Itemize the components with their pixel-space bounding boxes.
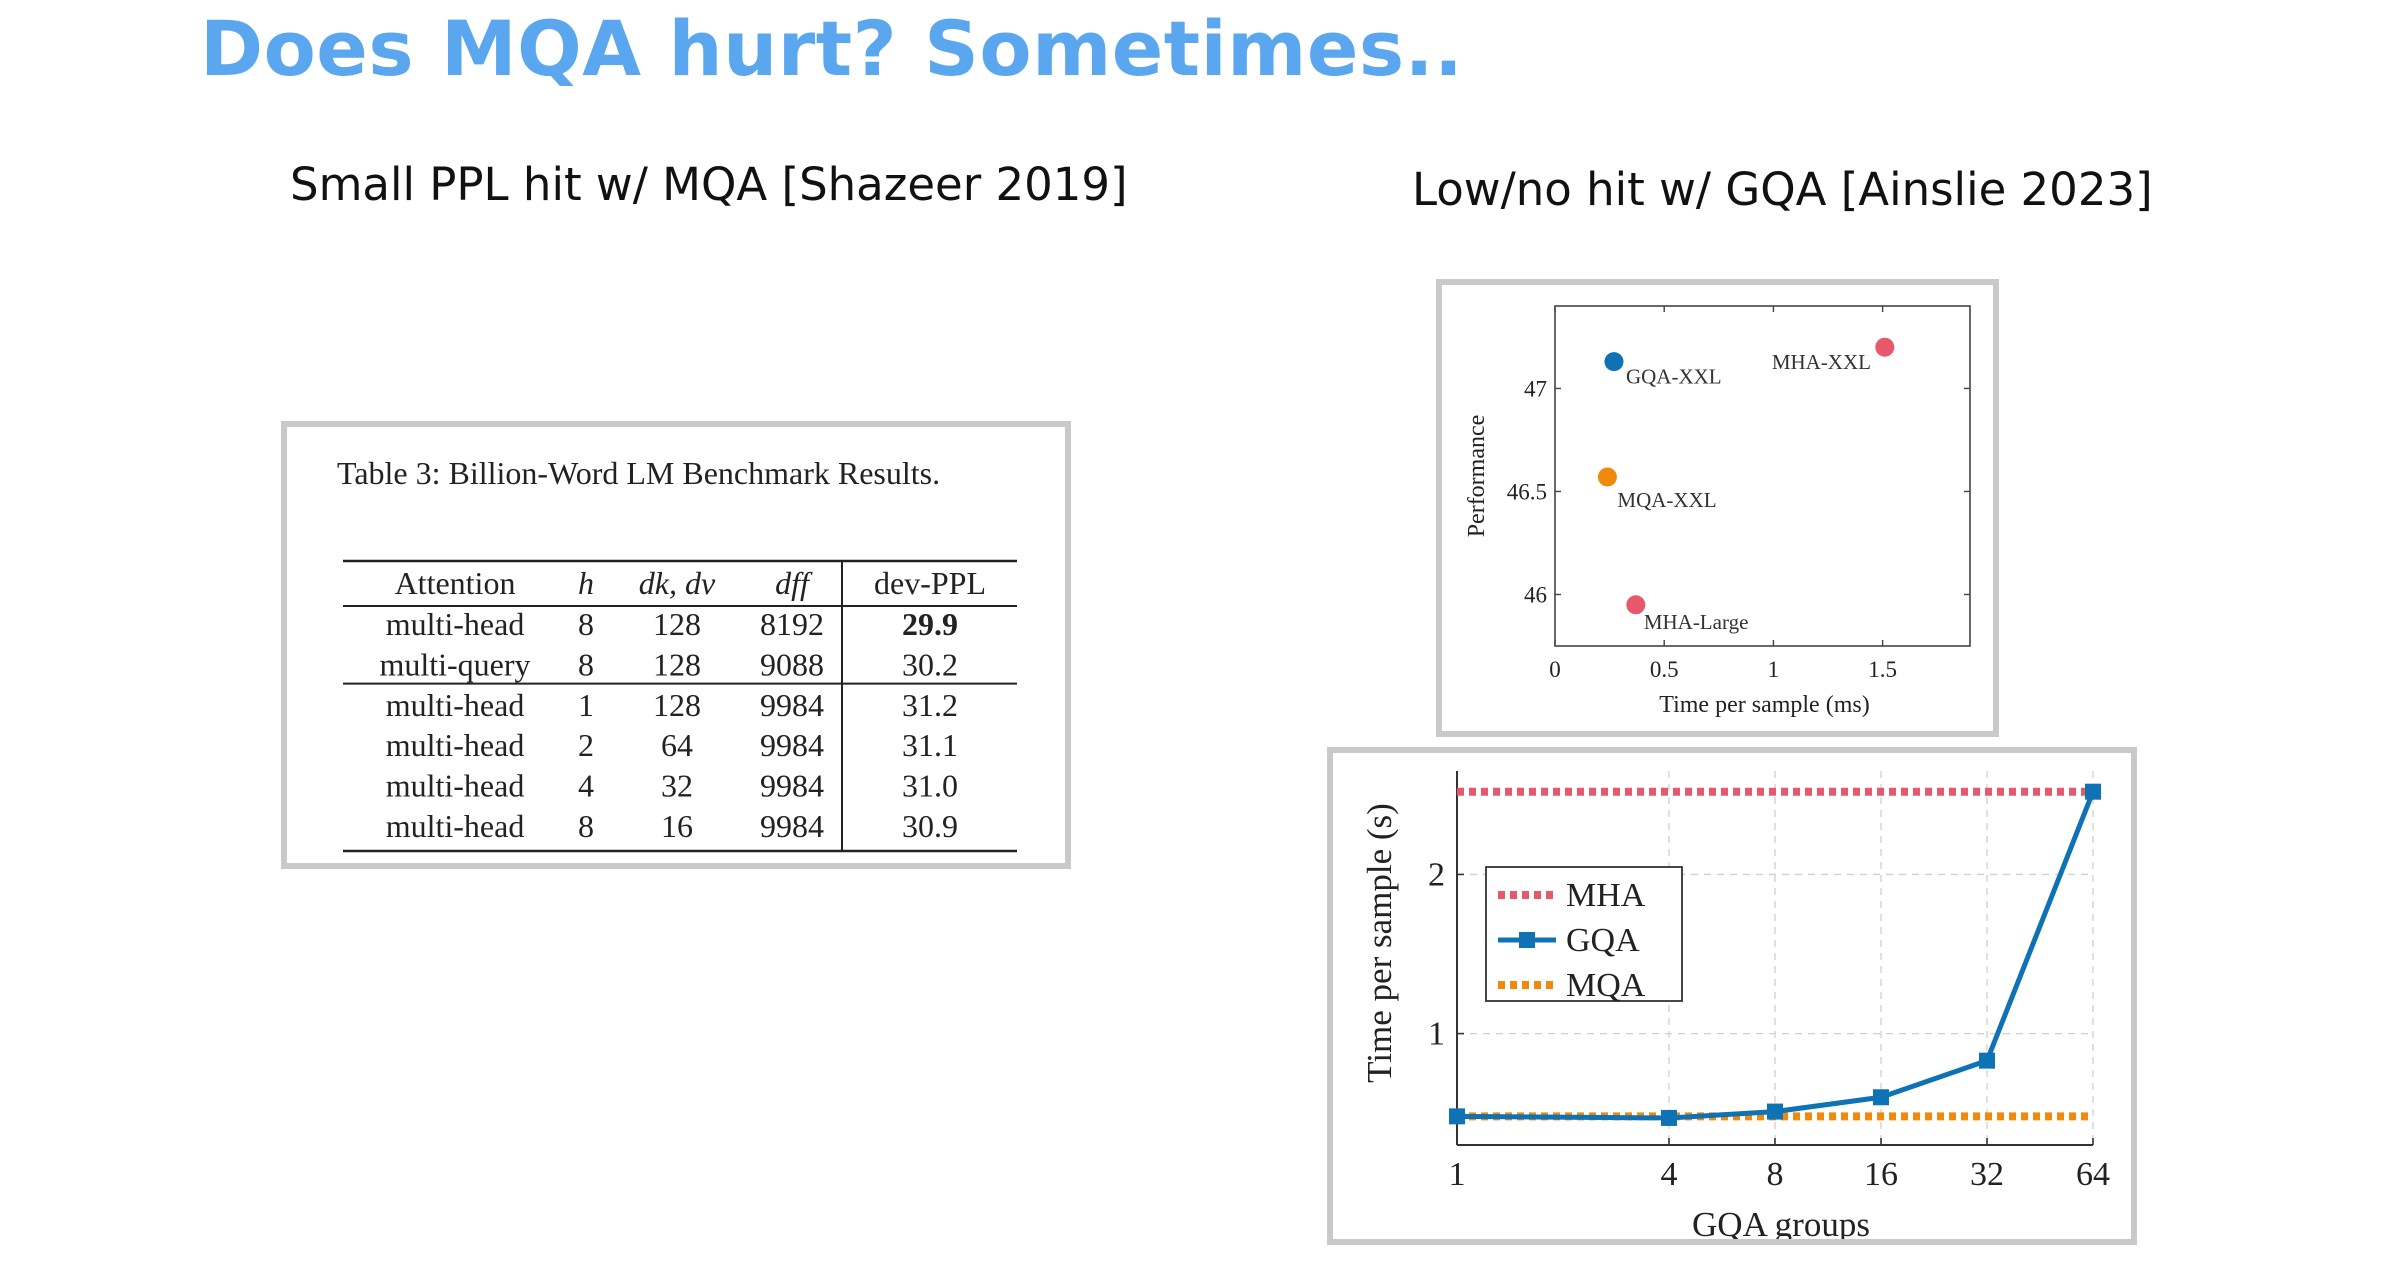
table-figure: Table 3: Billion-Word LM Benchmark Resul… bbox=[281, 421, 1071, 869]
line-xtick-label: 64 bbox=[2076, 1156, 2110, 1193]
line-ytick-label: 2 bbox=[1428, 856, 1445, 893]
series-gqa-marker bbox=[1979, 1052, 1995, 1069]
subtitle-right: Low/no hit w/ GQA [Ainslie 2023] bbox=[1412, 163, 2153, 216]
table-cell: multi-head bbox=[386, 727, 525, 763]
table-cell: 128 bbox=[653, 687, 701, 723]
scatter-point-label: MHA-XXL bbox=[1772, 350, 1871, 374]
series-gqa-line bbox=[1456, 790, 2096, 1121]
table-cell: multi-head bbox=[386, 687, 525, 723]
scatter-point-label: MHA-Large bbox=[1644, 610, 1749, 634]
table-header-cell: Attention bbox=[395, 565, 516, 601]
scatter-xtick-label: 0 bbox=[1549, 657, 1561, 682]
table-cell: multi-head bbox=[386, 808, 525, 844]
series-gqa-marker bbox=[2085, 783, 2101, 800]
scatter-point bbox=[1597, 467, 1617, 487]
table-cell: 9984 bbox=[760, 808, 824, 844]
scatter-point-label: MQA-XXL bbox=[1617, 488, 1716, 512]
line-legend-box bbox=[1485, 866, 1683, 1002]
table-cell: 30.9 bbox=[902, 808, 958, 844]
slide-title: Does MQA hurt? Sometimes.. bbox=[200, 4, 1464, 93]
scatter-xlabel: Time per sample (ms) bbox=[1659, 692, 1869, 718]
line-xtick-label: 8 bbox=[1767, 1156, 1784, 1193]
scatter-xtick-label: 0.5 bbox=[1650, 657, 1679, 682]
table-cell: multi-head bbox=[386, 768, 525, 804]
table-cell: 9088 bbox=[760, 646, 824, 682]
table-caption: Table 3: Billion-Word LM Benchmark Resul… bbox=[337, 455, 941, 491]
table-cell: 9984 bbox=[760, 768, 824, 804]
table-cell: 30.2 bbox=[902, 646, 958, 682]
scatter-point bbox=[1626, 595, 1646, 615]
scatter-figure: 0 0.5 1 1.5 46 46.5 47 Time per sample (ms) Perf… bbox=[1436, 279, 1999, 737]
table-cell: 31.1 bbox=[902, 727, 958, 763]
legend-label-mha: MHA bbox=[1566, 877, 1646, 914]
table-cell: 32 bbox=[661, 768, 693, 804]
line-xtick-label: 16 bbox=[1864, 1156, 1898, 1193]
series-gqa-marker bbox=[1873, 1089, 1889, 1106]
line-xlabel: GQA groups bbox=[1692, 1205, 1870, 1239]
table-cell: 64 bbox=[661, 727, 693, 763]
table-cell: 29.9 bbox=[902, 606, 958, 642]
scatter-ytick-label: 47 bbox=[1524, 376, 1547, 401]
table-cell: multi-head bbox=[386, 606, 525, 642]
table-header-cell: dk, dv bbox=[639, 565, 716, 601]
scatter-point bbox=[1604, 352, 1624, 372]
line-xtick-label: 4 bbox=[1661, 1156, 1678, 1193]
line-ylabel: Time per sample (s) bbox=[1360, 803, 1399, 1083]
line-figure: 1 4 8 16 32 64 1 2 GQA groups Time per sample (s)… bbox=[1327, 747, 2137, 1245]
scatter-ylabel: Performance bbox=[1464, 415, 1490, 538]
table-header-cell: h bbox=[578, 565, 594, 601]
scatter-plot-area bbox=[1554, 305, 1971, 647]
line-chart: 1 4 8 16 32 64 1 2 GQA groups Time per sample (s)… bbox=[1360, 771, 2110, 1244]
table-cell: 9984 bbox=[760, 727, 824, 763]
series-gqa-marker bbox=[1767, 1103, 1783, 1120]
table-cell: 16 bbox=[661, 808, 693, 844]
subtitle-left: Small PPL hit w/ MQA [Shazeer 2019] bbox=[290, 158, 1128, 211]
legend-label-mqa: MQA bbox=[1566, 967, 1646, 1004]
line-xtick-label: 1 bbox=[1449, 1156, 1466, 1193]
table-cell: 8192 bbox=[760, 606, 824, 642]
table-cell: 9984 bbox=[760, 687, 824, 723]
legend-label-gqa: GQA bbox=[1566, 922, 1640, 959]
table-cell: 128 bbox=[653, 646, 701, 682]
series-gqa-marker bbox=[1661, 1109, 1677, 1126]
scatter-chart: 0 0.5 1 1.5 46 46.5 47 Time per sample (ms) Perf… bbox=[1464, 305, 1971, 718]
line-xtick-label: 32 bbox=[1970, 1156, 2004, 1193]
table-header-cell: dff bbox=[775, 565, 813, 601]
table-header-cell: dev-PPL bbox=[874, 565, 986, 601]
table-cell: 31.2 bbox=[902, 687, 958, 723]
table-cell: 1 bbox=[578, 687, 594, 723]
table-cell: 128 bbox=[653, 606, 701, 642]
table-cell: 31.0 bbox=[902, 768, 958, 804]
table-cell: multi-query bbox=[379, 646, 530, 682]
table-cell: 4 bbox=[578, 768, 594, 804]
table-cell: 2 bbox=[578, 727, 594, 763]
table-cell: 8 bbox=[578, 646, 594, 682]
scatter-point bbox=[1875, 337, 1895, 357]
table-cell: 8 bbox=[578, 808, 594, 844]
scatter-ytick-label: 46 bbox=[1524, 582, 1547, 607]
scatter-xtick-label: 1.5 bbox=[1868, 657, 1897, 682]
legend-marker-gqa bbox=[1519, 932, 1535, 948]
scatter-xtick-label: 1 bbox=[1768, 657, 1780, 682]
table-cell: 8 bbox=[578, 606, 594, 642]
scatter-point-label: GQA-XXL bbox=[1626, 365, 1722, 389]
line-ytick-label: 1 bbox=[1428, 1016, 1445, 1053]
scatter-ytick-label: 46.5 bbox=[1507, 479, 1547, 504]
series-gqa-marker bbox=[1449, 1108, 1465, 1125]
